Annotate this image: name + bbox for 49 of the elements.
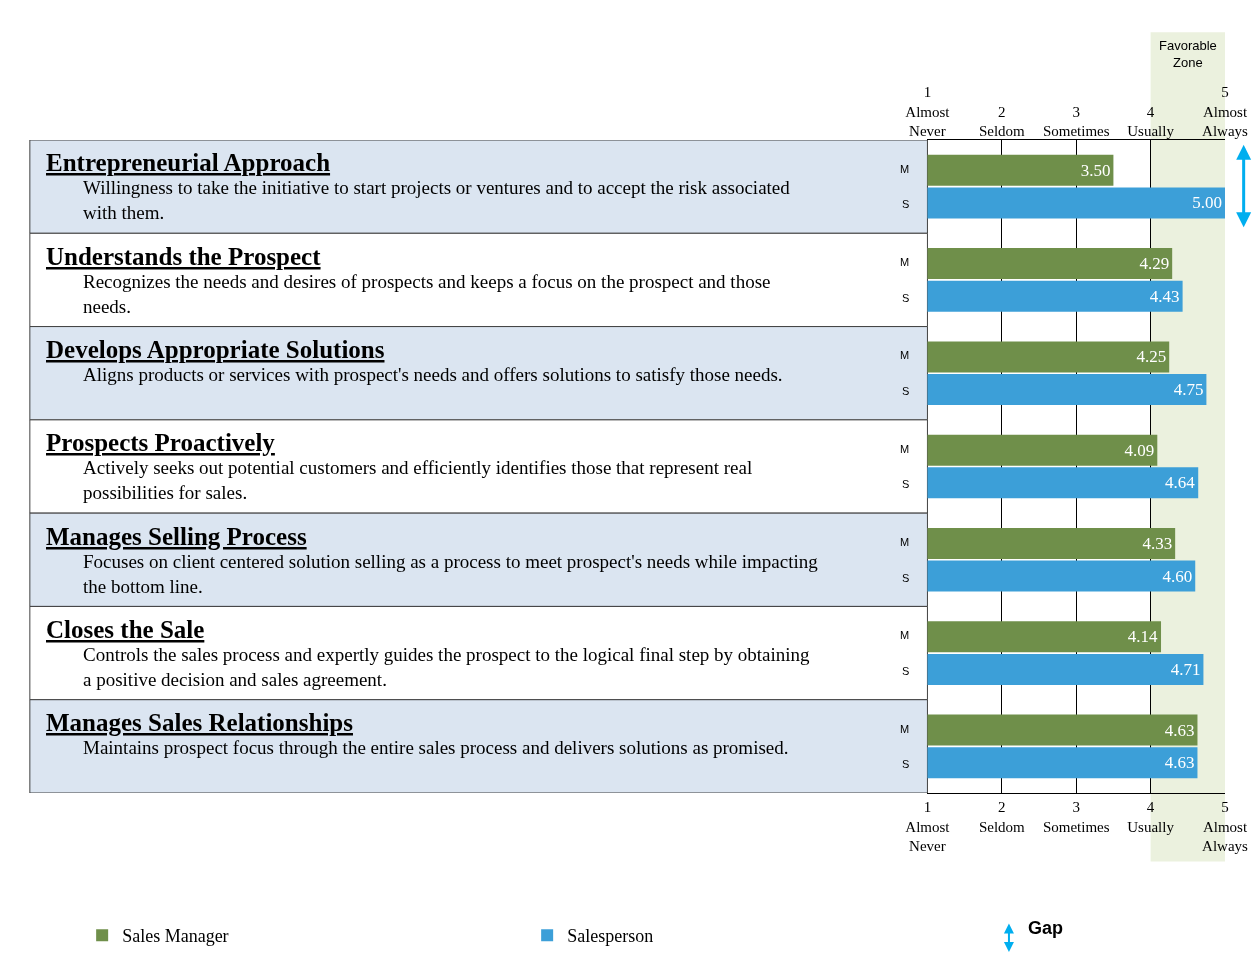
y-tick-label: Prospects Proactively Actively seeks out potential customers and efficiently identifies those that represent real possibilities for sales. bbox=[46, 429, 753, 503]
legend-label: Sales Manager bbox=[122, 926, 229, 947]
text: S bbox=[902, 478, 910, 490]
data-label: 4.09 bbox=[1124, 440, 1155, 460]
data-label: 4.43 bbox=[1149, 286, 1180, 306]
y-tick-label: Entrepreneurial Approach Willingness to take the initiative to start projects or ventures and to accept the risk associated with them. bbox=[46, 149, 791, 223]
x-tick-label: 2 Seldom bbox=[978, 103, 1026, 139]
x2-tick-label: 1 Almost Never bbox=[905, 799, 951, 854]
y-tick-label: Closes the Sale Controls the sales process and expertly guides the prospect to the logical final step by obtaining a positive decision and sales agreement. bbox=[46, 616, 811, 690]
text: M bbox=[900, 443, 910, 455]
x2-tick-label: 3 Sometimes bbox=[1042, 799, 1110, 835]
legend-label: Salesperson bbox=[567, 926, 654, 947]
y-tick-label: Understands the Prospect Recognizes the needs and desires of prospects and keeps a focus on the prospect and those needs. bbox=[46, 243, 771, 317]
x2-tick-label: 5 Almost Always bbox=[1202, 799, 1249, 854]
data-label: 4.60 bbox=[1162, 566, 1193, 586]
data-label: 4.33 bbox=[1142, 533, 1173, 553]
text: S bbox=[902, 572, 910, 584]
x-tick-label: 1 Almost Never bbox=[905, 84, 951, 139]
x-tick-label: 3 Sometimes bbox=[1042, 103, 1110, 139]
text: M bbox=[900, 536, 910, 548]
band-label: Favorable Zone bbox=[1159, 38, 1217, 70]
text: S bbox=[902, 198, 910, 210]
x2-tick-label: 2 Seldom bbox=[978, 799, 1026, 835]
y-tick-label: Manages Selling Process Focuses on client centered solution selling as a process to meet prospect's needs while impacting the bottom line. bbox=[46, 523, 819, 597]
x-tick-label: 4 Usually bbox=[1127, 103, 1175, 139]
data-label: 5.00 bbox=[1192, 193, 1222, 213]
data-label: 4.25 bbox=[1136, 347, 1167, 367]
text: S bbox=[902, 665, 910, 677]
text: S bbox=[902, 758, 910, 770]
data-label: 4.14 bbox=[1127, 627, 1159, 647]
data-label: 4.63 bbox=[1164, 753, 1195, 773]
data-label: 4.71 bbox=[1170, 659, 1201, 679]
text: S bbox=[902, 385, 910, 397]
data-label: 4.75 bbox=[1173, 380, 1204, 400]
data-label: 3.50 bbox=[1080, 160, 1111, 180]
data-label: 4.29 bbox=[1139, 254, 1170, 274]
y-tick-label: Develops Appropriate Solutions Aligns products or services with prospect's needs and offers solutions to satisfy those needs. bbox=[46, 336, 783, 385]
data-label: 4.63 bbox=[1164, 720, 1195, 740]
text: M bbox=[900, 349, 910, 361]
text: Gap bbox=[1028, 918, 1064, 938]
data-label: 4.64 bbox=[1164, 473, 1196, 493]
x2-tick-label: 4 Usually bbox=[1127, 799, 1175, 835]
text: M bbox=[900, 723, 910, 735]
x-tick-label: 5 Almost Always bbox=[1202, 84, 1249, 139]
text: M bbox=[900, 629, 910, 641]
y-tick-label: Manages Sales Relationships Maintains prospect focus through the entire sales process and delivers solutions as promised. bbox=[46, 709, 789, 758]
text: M bbox=[900, 256, 910, 268]
text: S bbox=[902, 292, 910, 304]
text: M bbox=[900, 163, 910, 175]
